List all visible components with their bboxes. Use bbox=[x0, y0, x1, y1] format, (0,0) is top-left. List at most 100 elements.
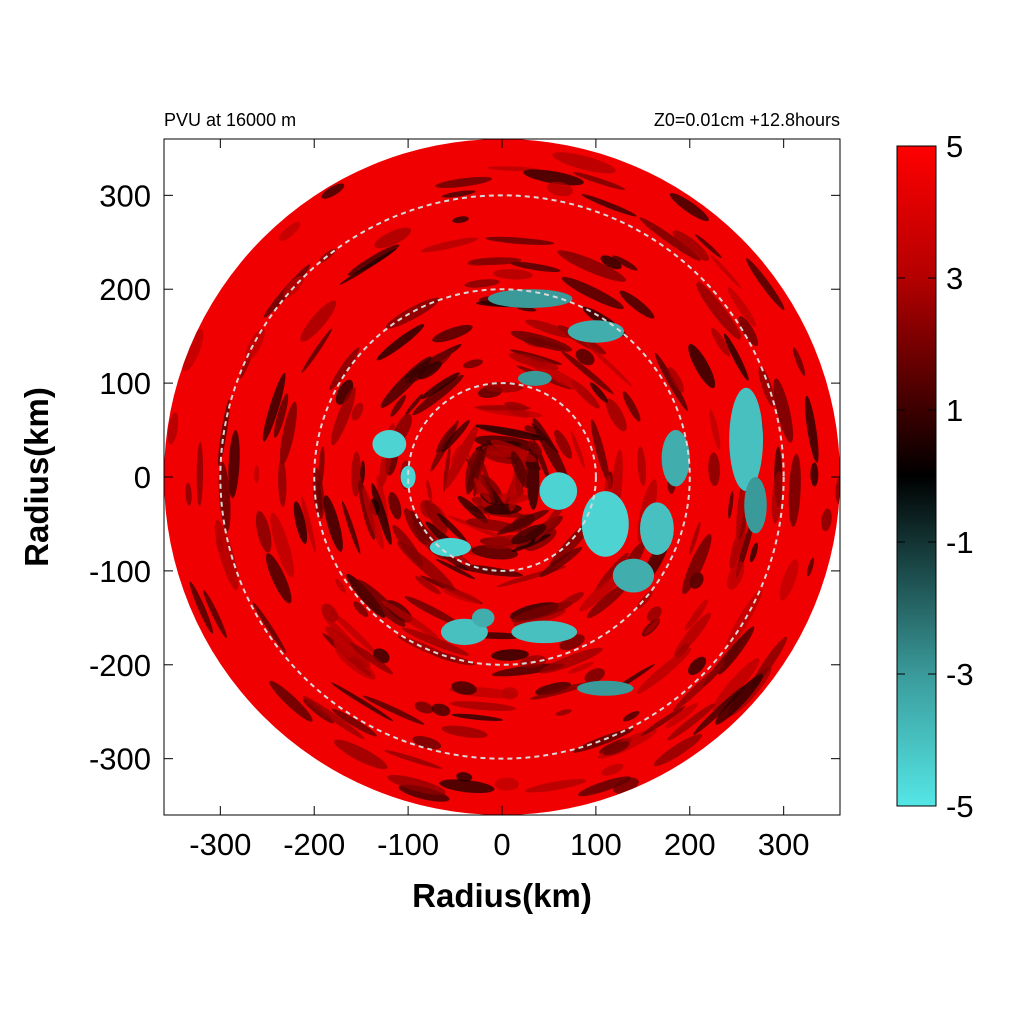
pv-texture-streak bbox=[773, 378, 794, 443]
pv-texture-streak bbox=[412, 736, 442, 750]
pv-texture-streak bbox=[682, 533, 712, 595]
colorbar-tick-label: -1 bbox=[946, 525, 974, 560]
pv-texture-streak bbox=[301, 495, 316, 553]
negative-pv-patch bbox=[471, 608, 495, 628]
pv-texture-streak bbox=[688, 656, 707, 676]
negative-pv-patch bbox=[372, 430, 407, 459]
pv-texture-streak bbox=[605, 398, 627, 432]
pv-texture-streak bbox=[674, 612, 711, 657]
pv-texture-streak bbox=[185, 482, 192, 506]
pv-texture-streak bbox=[695, 234, 722, 259]
pv-texture-streak bbox=[622, 391, 641, 422]
pv-texture-streak bbox=[480, 459, 495, 504]
pv-texture-streak bbox=[371, 483, 392, 545]
pv-texture-streak bbox=[511, 601, 573, 623]
pv-texture-streak bbox=[584, 341, 633, 387]
pv-texture-streak bbox=[167, 412, 179, 445]
y-tick-label: 200 bbox=[99, 272, 151, 307]
pv-texture-streak bbox=[497, 509, 549, 535]
pv-texture-streak bbox=[331, 708, 377, 737]
pv-texture-streak bbox=[432, 324, 473, 343]
pv-texture-streak bbox=[329, 347, 360, 391]
pv-texture-streak bbox=[557, 250, 627, 282]
pv-texture-streak bbox=[218, 461, 231, 532]
pv-texture-streak bbox=[203, 590, 227, 639]
pv-texture-streak bbox=[441, 190, 476, 198]
pv-texture-streak bbox=[667, 703, 716, 741]
pv-texture-streak bbox=[539, 546, 583, 578]
pv-texture-streak bbox=[600, 255, 622, 270]
pv-texture-streak bbox=[530, 682, 592, 700]
pv-texture-streak bbox=[437, 513, 468, 543]
pv-texture-streak bbox=[417, 361, 442, 380]
pv-texture-streak bbox=[603, 741, 630, 756]
pv-texture-streak bbox=[388, 492, 402, 520]
pv-texture-streak bbox=[511, 524, 547, 545]
x-tick-label: -200 bbox=[283, 827, 345, 862]
pv-texture-streak bbox=[441, 587, 481, 604]
pv-texture-streak bbox=[570, 430, 585, 469]
pv-texture-streak bbox=[265, 553, 292, 604]
pv-texture-streak bbox=[414, 701, 434, 714]
pv-texture-streak bbox=[451, 713, 504, 721]
pv-texture-streak bbox=[380, 356, 432, 408]
pv-texture-streak bbox=[494, 777, 519, 791]
negative-pv-patch bbox=[429, 538, 472, 557]
pv-texture-streak bbox=[654, 352, 688, 411]
pv-texture-streak bbox=[727, 287, 757, 327]
colorbar-tick-label: -5 bbox=[946, 789, 974, 824]
pv-texture-streak bbox=[581, 194, 637, 217]
pv-texture-streak bbox=[473, 477, 492, 503]
pv-texture-streak bbox=[405, 393, 423, 416]
y-tick-label: -300 bbox=[89, 742, 151, 777]
chart-title: PVU at 16000 m bbox=[164, 110, 296, 130]
pv-texture-streak bbox=[749, 542, 758, 563]
pv-texture-streak bbox=[439, 779, 495, 794]
pv-texture-streak bbox=[612, 255, 638, 271]
pv-texture-streak bbox=[463, 359, 483, 369]
pv-texture-streak bbox=[687, 599, 709, 628]
pv-texture-streak bbox=[710, 254, 741, 289]
pv-texture-streak bbox=[381, 600, 438, 638]
reference-ring bbox=[219, 194, 785, 760]
pv-texture-streak bbox=[435, 176, 493, 188]
colorbar-tick-label: 5 bbox=[946, 129, 963, 164]
pv-texture-streak bbox=[245, 328, 265, 361]
pv-texture-streak bbox=[771, 471, 783, 524]
pv-texture-streak bbox=[728, 491, 734, 520]
colorbar: 5 3 1 -1 -3 -5 bbox=[896, 129, 974, 824]
pv-texture-streak bbox=[510, 261, 561, 273]
colorbar-tick-label: 3 bbox=[946, 261, 963, 296]
pv-texture-streak bbox=[491, 649, 529, 661]
pv-texture-streak bbox=[501, 687, 519, 700]
negative-pv-patch bbox=[581, 491, 629, 557]
pv-texture-streak bbox=[331, 682, 394, 722]
pv-texture-streak bbox=[672, 662, 726, 712]
reference-ring bbox=[407, 382, 597, 572]
negative-pv-patch bbox=[640, 502, 674, 555]
plot-area bbox=[164, 139, 840, 815]
pv-texture-streak bbox=[525, 359, 586, 392]
negative-pv-patches bbox=[206, 209, 767, 696]
pv-texture-streak bbox=[735, 476, 747, 544]
pv-texture-streak bbox=[712, 658, 760, 711]
pv-texture-streak bbox=[431, 703, 451, 717]
pv-texture-streak bbox=[333, 638, 355, 659]
pv-texture-streak bbox=[555, 709, 572, 716]
pv-texture-streak bbox=[524, 425, 542, 439]
pv-texture-streak bbox=[450, 701, 516, 711]
negative-pv-patch bbox=[612, 558, 655, 593]
y-axis-title: Radius(km) bbox=[18, 387, 55, 567]
pv-texture-streak bbox=[450, 444, 461, 464]
pv-texture-streak bbox=[353, 601, 369, 617]
pv-texture-streak bbox=[725, 588, 763, 650]
pv-texture-streak bbox=[316, 479, 323, 513]
colorbar-tick-label: 1 bbox=[946, 393, 963, 428]
negative-pv-patch bbox=[440, 618, 488, 646]
pv-texture-streak bbox=[806, 557, 815, 577]
pv-texture-streak bbox=[511, 533, 551, 553]
x-tick-label: -100 bbox=[377, 827, 439, 862]
pv-texture-streak bbox=[575, 348, 595, 366]
negative-pv-patch bbox=[517, 370, 552, 386]
